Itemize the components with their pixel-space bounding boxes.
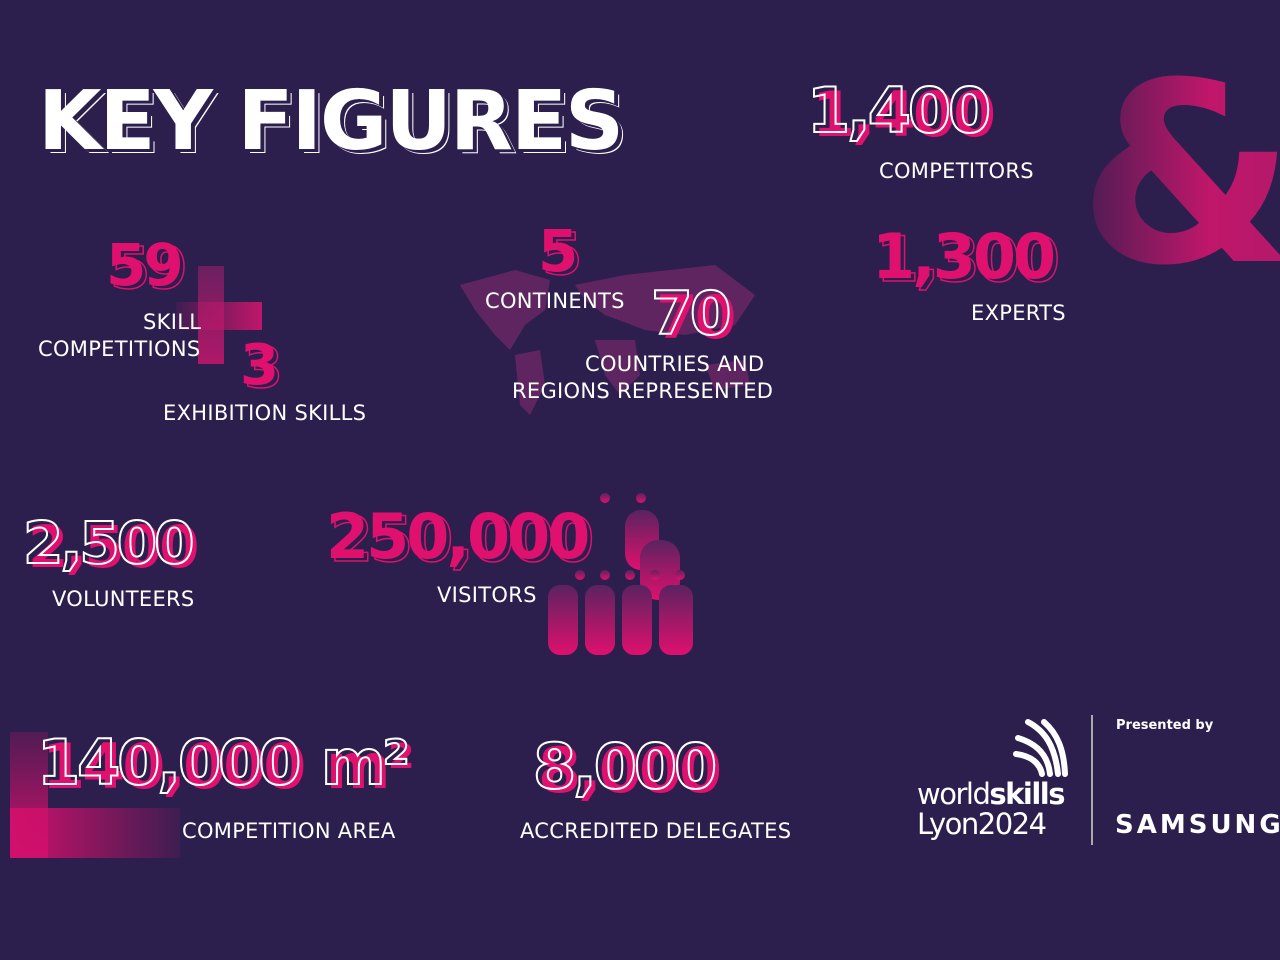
skills-value: 59 bbox=[106, 236, 184, 297]
continents-label: CONTINENTS bbox=[485, 289, 625, 313]
delegates-label: ACCREDITED DELEGATES bbox=[520, 819, 792, 843]
presented-by-label: Presented by bbox=[1116, 718, 1214, 733]
countries-label-2: REGIONS REPRESENTED bbox=[512, 379, 774, 403]
area-unit: m² bbox=[321, 732, 415, 798]
delegates-value: 8,000 bbox=[533, 736, 722, 802]
plus-icon-bar bbox=[176, 302, 262, 330]
crowd-people-graphic bbox=[548, 493, 693, 655]
exhibition-label: EXHIBITION SKILLS bbox=[163, 401, 367, 425]
exhibition-value: 3 bbox=[240, 338, 280, 398]
area-label: COMPETITION AREA bbox=[182, 819, 396, 843]
volunteers-value: 2,500 bbox=[23, 514, 199, 576]
volunteers-label: VOLUNTEERS bbox=[52, 587, 195, 611]
continents-value: 5 bbox=[538, 222, 580, 283]
experts-label: EXPERTS bbox=[971, 301, 1066, 325]
lyon2024-logo-text: Lyon2024 bbox=[917, 807, 1047, 841]
experts-value: 1,300 bbox=[872, 226, 1057, 292]
logo-skills: skills bbox=[989, 777, 1065, 811]
worldskills-logo-icon bbox=[1013, 719, 1068, 777]
area-graphic-horizontal bbox=[10, 808, 180, 858]
ampersand-graphic: & bbox=[1078, 50, 1280, 300]
competitors-value: 1,400 bbox=[807, 80, 996, 146]
logo-world: world bbox=[917, 777, 991, 811]
skills-label-1: SKILL bbox=[143, 310, 202, 334]
samsung-logo: SAMSUNG bbox=[1115, 810, 1280, 840]
area-value: 140,000 bbox=[37, 732, 306, 798]
visitors-label: VISITORS bbox=[437, 583, 537, 607]
visitors-value: 250,000 bbox=[326, 506, 592, 572]
countries-label-1: COUNTRIES AND bbox=[585, 352, 765, 376]
competitors-label: COMPETITORS bbox=[879, 159, 1034, 183]
logo-divider bbox=[1091, 715, 1093, 845]
page-title: KEY FIGURES bbox=[38, 74, 624, 169]
worldskills-logo-text: worldskills bbox=[917, 777, 1065, 811]
skills-label-2: COMPETITIONS bbox=[38, 337, 201, 361]
countries-value: 70 bbox=[651, 284, 736, 348]
